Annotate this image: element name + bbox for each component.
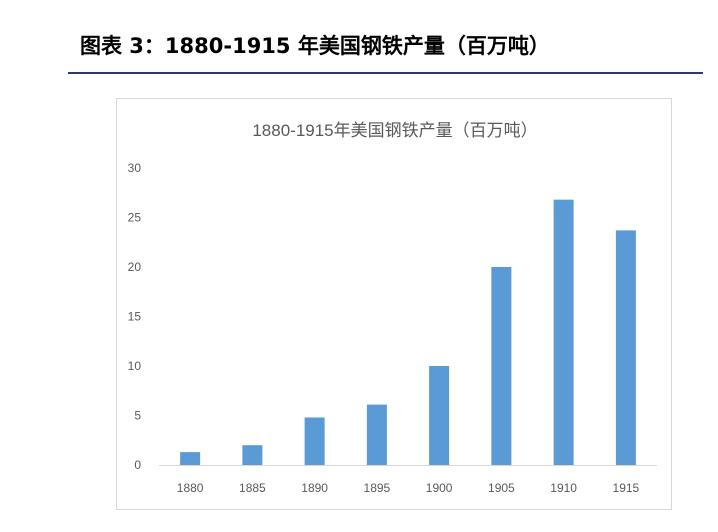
bar-1915 bbox=[615, 230, 636, 465]
x-tick-label-1895: 1895 bbox=[364, 481, 391, 495]
chart-title: 1880-1915年美国钢铁产量（百万吨） bbox=[252, 121, 537, 140]
y-tick-label: 20 bbox=[128, 260, 142, 274]
y-tick-label: 30 bbox=[128, 161, 142, 175]
y-tick-label: 15 bbox=[128, 310, 142, 324]
y-tick-label: 5 bbox=[134, 409, 141, 423]
x-tick-label-1910: 1910 bbox=[550, 481, 577, 495]
chart-area: 1880-1915年美国钢铁产量（百万吨） 0 5 10 15 20 25 30 1880 1… bbox=[116, 98, 672, 510]
bar-1910 bbox=[553, 199, 574, 465]
figure-caption: 图表 3：1880-1915 年美国钢铁产量（百万吨） bbox=[80, 34, 550, 58]
x-tick-label-1905: 1905 bbox=[488, 481, 515, 495]
bar-1895 bbox=[366, 404, 387, 465]
bar-1880 bbox=[180, 452, 201, 465]
y-axis-ticks: 0 5 10 15 20 25 30 bbox=[128, 161, 142, 472]
bars bbox=[180, 199, 636, 465]
bar-1885 bbox=[242, 445, 263, 465]
x-tick-label-1885: 1885 bbox=[239, 481, 266, 495]
x-axis-ticks: 1880 1885 1890 1895 1900 1905 1910 1915 bbox=[177, 481, 640, 495]
y-tick-label: 0 bbox=[134, 458, 141, 472]
x-tick-label-1880: 1880 bbox=[177, 481, 204, 495]
bar-1890 bbox=[304, 417, 325, 465]
caption-divider bbox=[68, 72, 703, 74]
y-tick-label: 25 bbox=[128, 211, 142, 225]
y-tick-label: 10 bbox=[128, 359, 142, 373]
x-tick-label-1915: 1915 bbox=[613, 481, 640, 495]
bar-1900 bbox=[429, 366, 450, 465]
x-tick-label-1900: 1900 bbox=[426, 481, 453, 495]
bar-1905 bbox=[491, 267, 512, 465]
x-tick-label-1890: 1890 bbox=[301, 481, 328, 495]
